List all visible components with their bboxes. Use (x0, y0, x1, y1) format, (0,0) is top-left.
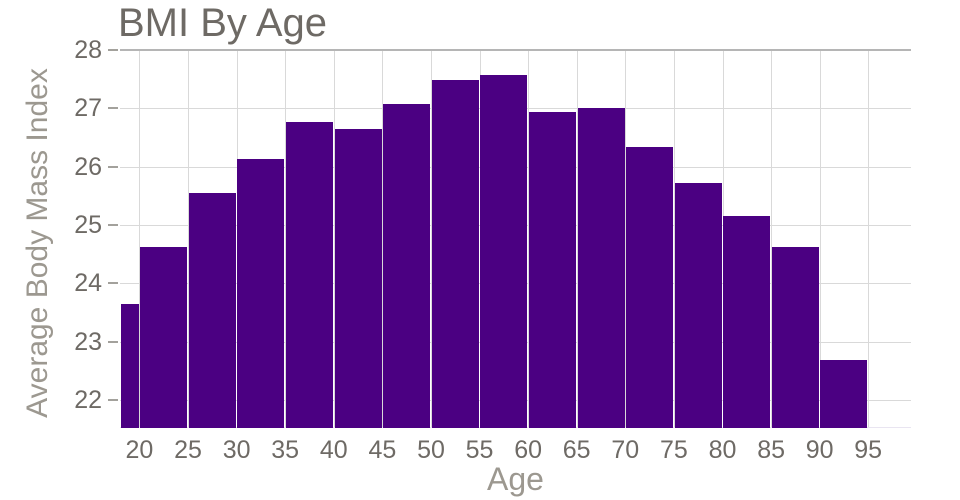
y-tick-mark (108, 340, 118, 343)
x-gridline (479, 50, 481, 428)
x-tick-label: 80 (708, 436, 737, 464)
bar (723, 216, 771, 428)
x-tick-label: 75 (659, 436, 688, 464)
bar (285, 122, 333, 428)
x-tick-label: 90 (805, 436, 834, 464)
x-tick-label: 35 (271, 436, 300, 464)
x-tick-label: 60 (514, 436, 542, 464)
bar (188, 192, 236, 428)
bar (480, 75, 528, 428)
x-tick-label: 65 (562, 436, 591, 464)
x-tick-label: 30 (222, 436, 251, 464)
x-gridline (673, 50, 675, 428)
bar (237, 159, 285, 428)
plot-area (120, 49, 911, 428)
y-tick-mark (108, 49, 118, 51)
x-gridline (139, 50, 141, 428)
x-gridline (819, 50, 821, 428)
x-gridline (576, 50, 578, 428)
x-tick-label: 85 (757, 436, 785, 464)
bar (674, 183, 722, 428)
x-tick-label: 20 (125, 436, 154, 464)
x-tick-label: 70 (611, 436, 640, 464)
y-tick-label: 26 (74, 152, 102, 181)
x-tick-label: 55 (465, 436, 494, 464)
bar (771, 246, 819, 428)
x-gridline (722, 50, 724, 428)
y-tick-label: 27 (74, 94, 102, 123)
y-tick-label: 23 (74, 327, 102, 356)
y-gridline (120, 49, 911, 51)
bar (334, 129, 382, 428)
bar (431, 79, 479, 428)
x-gridline (528, 50, 530, 428)
x-axis-title: Age (487, 461, 544, 497)
x-gridline (771, 50, 773, 428)
y-tick-mark (108, 224, 118, 226)
x-tick-label: 25 (174, 436, 202, 464)
x-gridline (625, 50, 627, 428)
x-tick-label: 95 (854, 436, 883, 464)
x-gridline (431, 50, 432, 428)
bar (626, 146, 674, 428)
x-gridline (285, 50, 287, 428)
y-tick-label: 28 (74, 36, 102, 64)
bar (383, 103, 431, 428)
y-tick-mark (108, 399, 118, 401)
x-tick-label: 45 (368, 436, 397, 464)
x-gridline (333, 50, 335, 428)
y-tick-mark (108, 165, 118, 168)
y-tick-label: 25 (74, 211, 102, 239)
y-tick-label: 24 (74, 269, 102, 298)
y-tick-label: 22 (74, 386, 102, 414)
bar (528, 112, 576, 428)
bar (120, 303, 139, 428)
chart-title: BMI By Age (118, 1, 327, 45)
x-gridline (382, 50, 384, 428)
x-gridline (236, 50, 238, 428)
x-gridline (868, 50, 870, 428)
y-tick-mark (108, 282, 118, 285)
y-tick-mark (108, 107, 118, 110)
bar (820, 360, 868, 428)
x-tick-label: 40 (319, 436, 348, 464)
bar (140, 246, 188, 428)
x-tick-label: 50 (417, 436, 445, 464)
bar (577, 107, 625, 428)
x-gridline (188, 50, 189, 428)
